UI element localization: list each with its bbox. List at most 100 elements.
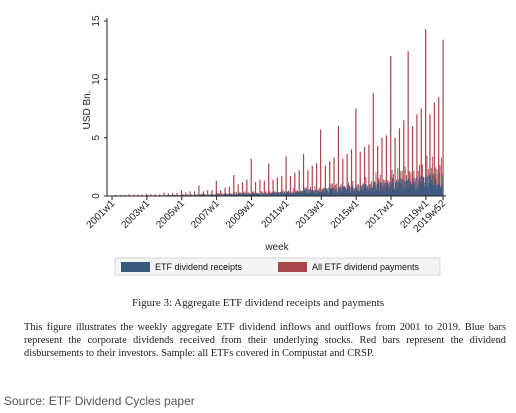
receipt-bar: [386, 185, 387, 196]
receipt-bar: [227, 194, 229, 196]
receipt-bar: [278, 192, 280, 196]
receipt-bar: [208, 194, 210, 196]
receipt-bar: [352, 192, 354, 196]
payment-bar: [371, 181, 373, 196]
receipt-bar: [395, 182, 397, 196]
receipt-bar: [215, 194, 217, 196]
receipt-bar: [276, 192, 278, 196]
receipt-bar: [367, 190, 368, 196]
receipt-bar: [249, 194, 251, 196]
receipt-bar: [384, 192, 385, 196]
payment-bar: [336, 183, 338, 196]
receipt-bar: [298, 190, 300, 196]
receipt-bar: [366, 183, 367, 196]
receipt-bar: [342, 187, 344, 196]
payment-spike-bar: [398, 128, 401, 196]
payment-spike-bar: [329, 161, 331, 196]
receipt-bar: [353, 188, 355, 196]
receipt-bar: [418, 190, 419, 196]
payment-spike-bar: [342, 158, 344, 196]
receipt-bar: [266, 193, 267, 196]
receipt-bar: [299, 192, 301, 196]
receipt-bar: [230, 193, 232, 196]
receipt-bar: [258, 194, 259, 196]
payment-bar: [321, 189, 323, 196]
receipt-bar: [357, 190, 359, 196]
receipt-bar: [327, 189, 328, 196]
receipt-bar: [380, 187, 382, 196]
receipt-bar: [348, 192, 350, 196]
payment-bar: [249, 193, 250, 196]
payment-spike-bar: [403, 120, 405, 196]
receipt-bar: [404, 181, 406, 196]
receipt-bar: [314, 193, 315, 196]
receipt-bar: [332, 189, 334, 196]
receipt-bar: [347, 189, 348, 196]
receipt-bar: [339, 192, 341, 196]
receipt-bar: [323, 191, 324, 196]
receipt-bar: [318, 191, 319, 196]
receipt-bar: [417, 187, 419, 196]
receipt-bar: [247, 194, 248, 196]
receipt-bar: [325, 187, 326, 196]
payment-bar: [417, 170, 419, 196]
receipt-bar: [316, 194, 317, 196]
receipt-bar: [434, 174, 436, 196]
receipt-bar: [369, 184, 371, 196]
receipt-bar: [432, 187, 434, 196]
receipt-bar: [276, 192, 277, 196]
receipt-bar: [207, 194, 208, 196]
receipt-bar: [341, 188, 342, 196]
receipt-bar: [254, 192, 256, 196]
receipt-bar: [199, 194, 201, 196]
receipt-bar: [338, 187, 340, 196]
receipt-bar: [372, 186, 373, 196]
receipt-bar: [390, 184, 391, 196]
y-axis-ticks: 0 5 10 15: [91, 15, 107, 199]
receipt-bar: [377, 183, 378, 196]
receipt-bar: [418, 186, 420, 196]
receipt-bar: [433, 181, 435, 196]
receipt-bar: [320, 193, 322, 196]
receipt-bar: [389, 192, 390, 196]
payment-bar: [375, 172, 377, 196]
receipt-bar: [273, 193, 274, 196]
receipt-bar: [254, 194, 255, 196]
receipt-bar: [436, 184, 437, 196]
receipt-bar: [431, 183, 433, 196]
receipt-bar: [243, 194, 244, 196]
receipt-bar: [380, 182, 381, 196]
payment-spike-bar: [119, 194, 122, 196]
receipt-bar: [294, 194, 295, 196]
receipt-bar: [255, 192, 256, 196]
receipt-bar: [350, 186, 352, 196]
receipt-bar: [400, 185, 402, 196]
payment-spike-bar: [372, 93, 374, 196]
receipt-bar: [370, 192, 371, 196]
receipt-bar: [229, 194, 231, 196]
receipt-bar: [402, 191, 403, 196]
receipt-bar: [272, 192, 273, 196]
receipt-bar: [228, 194, 230, 196]
receipt-bar: [329, 188, 331, 196]
receipt-bar: [433, 185, 434, 196]
receipt-bar: [356, 187, 358, 196]
receipt-bar: [433, 173, 434, 196]
receipt-bar: [313, 190, 315, 196]
receipt-bar: [262, 194, 264, 196]
receipt-bar: [382, 189, 383, 196]
receipt-bar: [321, 189, 323, 196]
payment-bar: [423, 176, 425, 196]
receipt-bar: [362, 183, 364, 196]
receipt-bar: [333, 192, 335, 196]
receipt-bar: [249, 193, 251, 196]
receipt-bar: [283, 194, 284, 196]
receipt-bar: [263, 193, 264, 196]
receipt-bar: [327, 190, 329, 196]
payment-spike-bar: [307, 170, 309, 196]
receipt-bar: [384, 189, 386, 196]
receipt-bar: [441, 184, 442, 196]
receipt-bar: [438, 180, 440, 196]
receipt-bar: [267, 192, 269, 196]
receipt-bar: [345, 189, 347, 196]
